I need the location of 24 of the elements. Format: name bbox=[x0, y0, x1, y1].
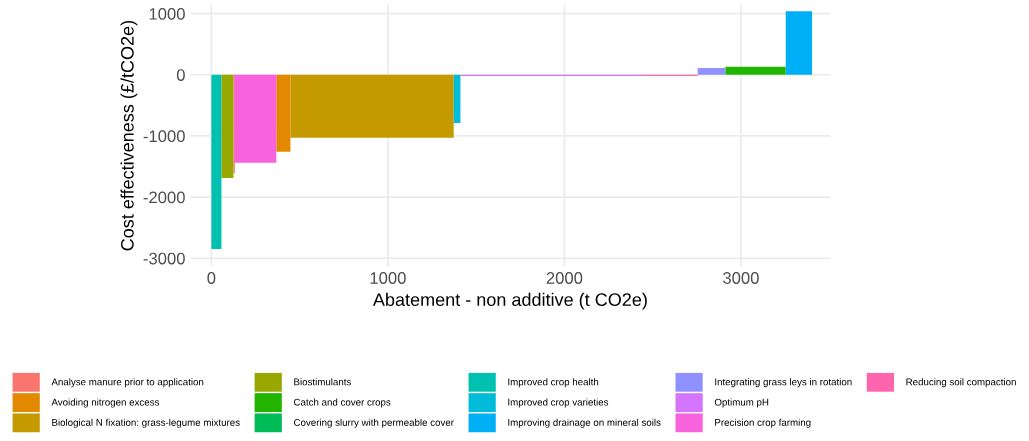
legend-label: Improved crop varieties bbox=[508, 398, 609, 408]
y-tick-label: 1000 bbox=[149, 7, 185, 20]
x-tick-label: 2000 bbox=[546, 272, 583, 284]
x-axis-title: Abatement - non additive (t CO2e) bbox=[372, 292, 647, 310]
legend-label: Catch and cover crops bbox=[294, 398, 391, 408]
legend-label: Covering slurry with permeable cover bbox=[294, 418, 454, 428]
x-tick-label: 0 bbox=[207, 272, 216, 284]
legend-label: Improving drainage on mineral soils bbox=[508, 418, 661, 428]
y-tick-label: -1000 bbox=[143, 130, 185, 143]
legend-label: Optimum pH bbox=[714, 398, 769, 408]
y-tick-label: -3000 bbox=[143, 252, 185, 265]
legend-label: Reducing soil compaction bbox=[906, 378, 1016, 388]
legend-label: Biostimulants bbox=[294, 378, 351, 386]
legend-label: Avoiding nitrogen excess bbox=[51, 398, 160, 408]
x-tick-label: 1000 bbox=[370, 272, 406, 284]
y-tick-label: 0 bbox=[176, 69, 185, 81]
legend-label: Improved crop health bbox=[508, 378, 599, 388]
legend-label: Analyse manure prior to application bbox=[51, 378, 204, 388]
legend-label: Biological N fixation: grass-legume mixtures bbox=[52, 418, 240, 428]
y-axis-title: Cost effectiveness (£/tCO2e) bbox=[120, 20, 138, 251]
legend-label: Precision crop farming bbox=[715, 418, 811, 428]
y-tick-label: -2000 bbox=[143, 191, 185, 204]
legend-label: Integrating grass leys in rotation bbox=[715, 378, 852, 388]
x-tick-label: 3000 bbox=[723, 272, 759, 284]
